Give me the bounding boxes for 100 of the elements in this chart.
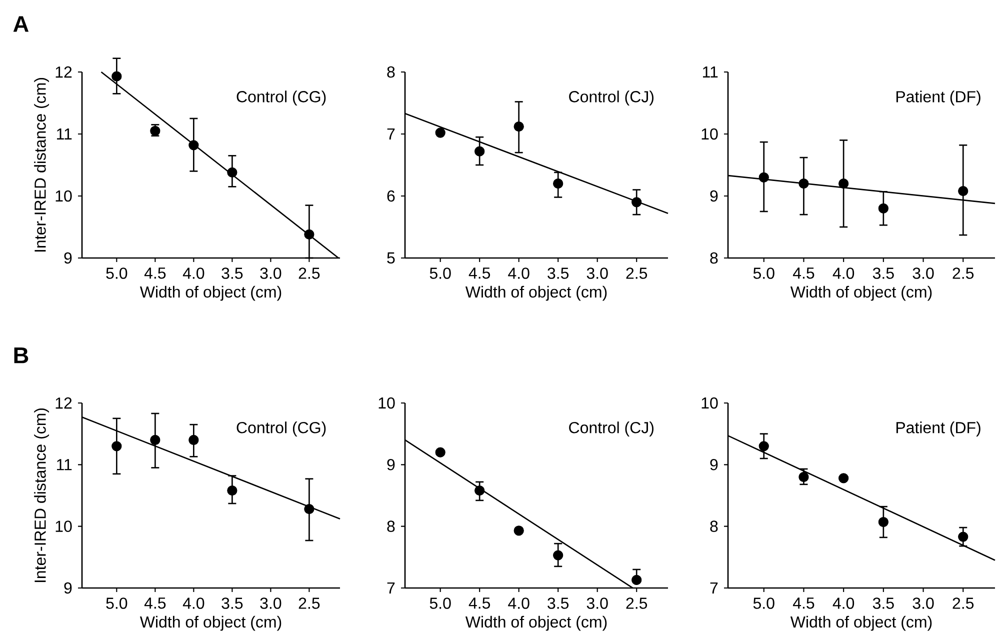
x-tick-label: 3.0 [260,598,282,609]
x-tick-label: 2.5 [952,268,974,279]
x-tick-label: 5.0 [106,598,128,609]
y-axis-title: Inter-IRED distance (cm) [34,408,49,582]
point [838,473,849,484]
x-tick-label: 5.0 [106,268,128,279]
x-tick-label: 4.5 [792,268,814,279]
y-tick-label: 9 [64,582,72,594]
y-tick-label: 10 [56,520,72,532]
point [435,447,446,458]
x-tick-label: 4.0 [832,268,854,279]
y-tick-label: 9 [64,252,72,264]
point [150,434,160,446]
text: Patient (DF) [896,422,980,436]
text: Control (CJ) [569,422,654,436]
point [958,186,968,196]
point [227,167,238,178]
y-tick-label: 12 [56,397,72,409]
x-axis-title: Width of object (cm) [140,616,282,631]
point [474,485,485,496]
point [474,146,485,156]
point [632,197,642,208]
y-tick-label: 9 [387,458,395,470]
x-tick-label: 3.5 [548,598,569,609]
y-tick-label: 7 [387,582,395,594]
point [553,550,564,560]
text: Control (CG) [236,422,326,436]
x-tick-label: 3.5 [548,268,569,279]
point [838,178,849,189]
x-tick-label: 2.5 [298,268,320,279]
text: A [13,16,29,32]
x-axis-title: Width of object (cm) [465,616,607,631]
y-tick-label: 9 [710,458,718,470]
y-tick-label: 7 [710,582,718,594]
y-tick-label: 10 [702,128,718,140]
y-axis-title: Inter-IRED distance (cm) [34,78,49,252]
x-axis-title: Width of object (cm) [790,616,932,631]
x-tick-label: 3.0 [586,598,608,609]
x-tick-label: 4.5 [468,598,490,609]
point [514,121,524,132]
x-tick-label: 3.5 [872,268,894,279]
y-tick-label: 11 [57,459,72,470]
x-tick-label: 2.5 [626,268,648,279]
x-tick-label: 3.0 [586,268,608,279]
x-axis-title: Width of object (cm) [140,286,282,301]
x-tick-label: 4.0 [508,598,530,609]
point [304,229,314,240]
y-tick-label: 5 [387,252,395,264]
point [435,128,446,138]
x-tick-label: 5.0 [753,268,774,279]
point [188,140,199,150]
x-axis-title: Width of object (cm) [790,286,932,301]
point [112,71,122,82]
point [758,172,769,182]
y-tick-label: 12 [56,66,72,78]
y-tick-label: 10 [702,397,718,409]
x-tick-label: 4.0 [182,598,204,609]
text: Patient (DF) [896,90,980,106]
y-tick-label: 8 [710,520,718,532]
x-tick-label: 2.5 [298,598,320,609]
y-tick-label: 8 [387,520,395,532]
x-tick-label: 4.5 [468,268,490,279]
text: B [14,348,28,364]
x-tick-label: 4.0 [508,268,530,279]
y-tick-label: 7 [387,128,395,140]
y-tick-label: 6 [387,190,395,202]
x-tick-label: 4.5 [144,268,166,279]
point [878,203,888,214]
point [553,178,564,189]
x-tick-label: 3.5 [872,598,894,609]
x-tick-label: 4.5 [144,598,166,609]
point [227,485,238,496]
x-tick-label: 5.0 [430,598,451,609]
y-tick-label: 11 [57,128,72,140]
y-tick-label: 11 [703,66,718,78]
x-tick-label: 3.0 [912,598,934,609]
text: Control (CJ) [569,90,654,106]
x-tick-label: 2.5 [626,598,648,609]
y-tick-label: 9 [710,190,718,202]
point [878,516,888,528]
point [514,526,524,536]
y-tick-label: 10 [56,190,72,202]
x-tick-label: 3.5 [222,268,243,279]
point [798,178,809,189]
x-tick-label: 5.0 [753,598,774,609]
y-tick-label: 10 [378,397,395,409]
x-tick-label: 4.5 [792,598,814,609]
point [304,504,314,514]
x-tick-label: 2.5 [952,598,974,609]
point [798,472,809,482]
point [112,441,122,452]
x-tick-label: 4.0 [182,268,204,279]
x-tick-label: 3.5 [222,598,243,609]
x-tick-label: 3.0 [912,268,934,279]
point [188,434,199,446]
point [958,532,968,542]
x-tick-label: 4.0 [832,598,854,609]
x-tick-label: 3.0 [260,268,282,279]
text: Control (CG) [236,90,326,106]
y-tick-label: 8 [387,66,395,78]
